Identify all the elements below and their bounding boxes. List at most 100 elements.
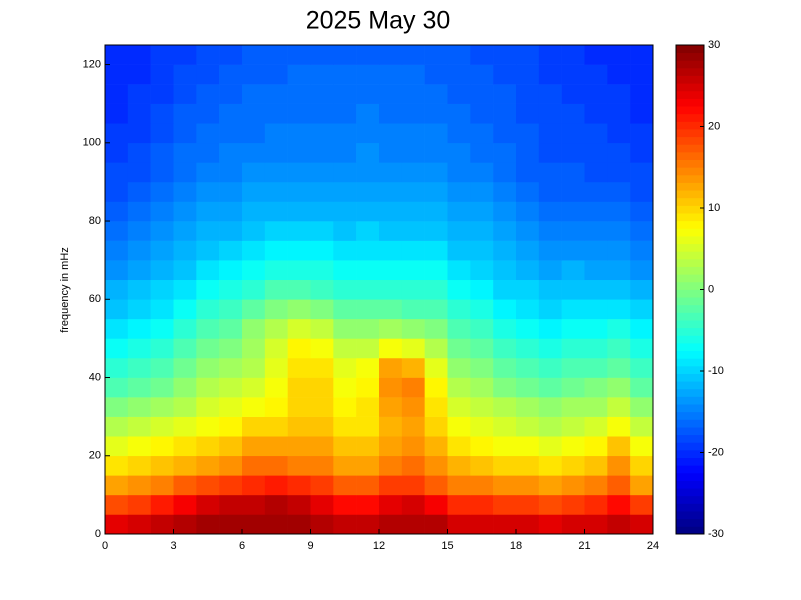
heatmap-cell: [470, 514, 494, 535]
heatmap-cell: [630, 103, 654, 124]
heatmap-cell: [196, 416, 220, 437]
heatmap-cell: [379, 84, 403, 104]
heatmap-cell: [607, 357, 631, 378]
heatmap-cell: [447, 84, 471, 104]
heatmap-cell: [493, 123, 517, 144]
heatmap-cell: [607, 494, 631, 515]
heatmap-cell: [196, 338, 220, 359]
heatmap-cell: [493, 201, 517, 222]
heatmap-cell: [584, 416, 608, 437]
heatmap-cell: [607, 260, 631, 281]
heatmap-cell: [584, 318, 608, 339]
heatmap-cell: [447, 397, 471, 417]
colorbar-segment: [676, 350, 704, 359]
colorbar-segment: [676, 335, 704, 344]
heatmap-cell: [333, 357, 357, 378]
heatmap-cell: [630, 377, 654, 398]
heatmap-cell: [287, 103, 311, 124]
heatmap-cell: [356, 260, 380, 281]
heatmap-cell: [516, 514, 540, 535]
heatmap-cell: [196, 240, 220, 261]
heatmap-cell: [493, 221, 517, 241]
heatmap-cell: [333, 103, 357, 124]
heatmap-cell: [584, 103, 608, 124]
heatmap-cell: [516, 436, 540, 457]
heatmap-cell: [424, 299, 448, 320]
heatmap-cell: [287, 123, 311, 144]
heatmap-cell: [447, 123, 471, 144]
heatmap-cell: [333, 514, 357, 535]
heatmap-cell: [310, 201, 334, 222]
heatmap-cell: [356, 84, 380, 104]
y-tick-label: 20: [89, 450, 101, 462]
heatmap-cell: [196, 357, 220, 378]
heatmap-cell: [310, 240, 334, 261]
heatmap-cell: [356, 514, 380, 535]
heatmap-cell: [516, 357, 540, 378]
colorbar-segment: [676, 121, 704, 130]
heatmap-cell: [607, 514, 631, 535]
colorbar-segment: [676, 213, 704, 222]
colorbar-segment: [676, 312, 704, 321]
heatmap-cell: [287, 84, 311, 104]
heatmap-cell: [356, 436, 380, 457]
heatmap-cell: [561, 494, 585, 515]
heatmap-cell: [219, 357, 243, 378]
heatmap-cell: [538, 181, 562, 202]
heatmap-cell: [242, 377, 266, 398]
heatmap-cell: [105, 103, 129, 124]
heatmap-cell: [127, 377, 151, 398]
heatmap-cell: [333, 338, 357, 359]
heatmap-cell: [173, 357, 197, 378]
heatmap-cell: [401, 514, 425, 535]
y-tick-label: 60: [89, 293, 101, 305]
heatmap-cell: [310, 142, 334, 163]
heatmap-cell: [333, 455, 357, 476]
colorbar-segment: [676, 228, 704, 237]
heatmap-cell: [150, 84, 174, 104]
heatmap-cell: [219, 45, 243, 65]
heatmap-cell: [607, 221, 631, 241]
heatmap-cell: [607, 279, 631, 300]
heatmap-cell: [127, 494, 151, 515]
heatmap-cell: [516, 279, 540, 300]
heatmap-cell: [242, 455, 266, 476]
heatmap-cell: [493, 494, 517, 515]
heatmap-cell: [173, 318, 197, 339]
heatmap-cell: [356, 103, 380, 124]
heatmap-cell: [470, 416, 494, 437]
colorbar-segment: [676, 258, 704, 267]
heatmap-cell: [287, 45, 311, 65]
heatmap-cell: [538, 142, 562, 163]
heatmap-cell: [127, 84, 151, 104]
heatmap-cell: [356, 162, 380, 183]
heatmap-cell: [127, 221, 151, 241]
heatmap-cell: [333, 181, 357, 202]
heatmap-cell: [447, 436, 471, 457]
heatmap-cell: [401, 455, 425, 476]
colorbar-segment: [676, 45, 704, 54]
colorbar-segment: [676, 106, 704, 115]
heatmap-cell: [401, 221, 425, 241]
y-tick-label: 0: [95, 528, 101, 540]
heatmap-cell: [401, 318, 425, 339]
heatmap-cell: [196, 103, 220, 124]
heatmap-cell: [493, 103, 517, 124]
heatmap-cell: [173, 377, 197, 398]
colorbar-tick-label: -20: [708, 446, 724, 458]
heatmap-cell: [264, 181, 288, 202]
heatmap-cell: [630, 357, 654, 378]
heatmap-cell: [561, 240, 585, 261]
heatmap-cell: [333, 142, 357, 163]
heatmap-cell: [264, 103, 288, 124]
colorbar-segment: [676, 220, 704, 229]
colorbar-segment: [676, 159, 704, 168]
heatmap-cell: [310, 64, 334, 85]
heatmap-cell: [516, 494, 540, 515]
heatmap-cell: [310, 357, 334, 378]
heatmap-cell: [173, 416, 197, 437]
heatmap-cell: [242, 436, 266, 457]
heatmap-cell: [493, 142, 517, 163]
heatmap-cell: [287, 201, 311, 222]
heatmap-cell: [264, 221, 288, 241]
